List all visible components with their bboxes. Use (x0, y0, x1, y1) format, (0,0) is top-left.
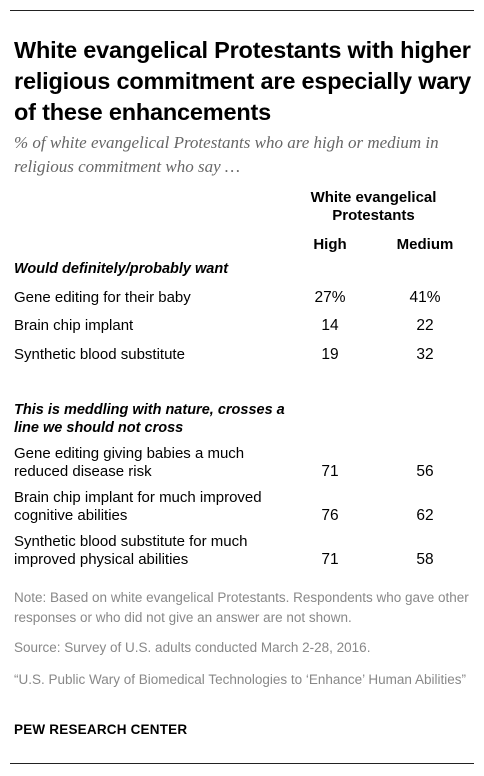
value-high: 71 (321, 463, 339, 480)
value-medium: 56 (416, 463, 434, 480)
chart-subtitle: % of white evangelical Protestants who a… (14, 133, 439, 176)
row-label: Synthetic blood substitute for much impr… (14, 533, 248, 568)
section-label-want: Would definitely/probably want (14, 261, 229, 277)
value-medium: 58 (416, 551, 434, 568)
row-label: Brain chip implant for much improved cog… (14, 489, 262, 524)
note: Note: Based on white evangelical Protest… (14, 590, 469, 625)
value-high: 27% (314, 289, 346, 306)
row-label: Gene editing giving babies a much reduce… (14, 445, 245, 480)
brand-logo-text: PEW RESEARCH CENTER (14, 722, 188, 737)
row-label: Brain chip implant (14, 317, 134, 334)
value-high: 76 (321, 507, 339, 524)
value-medium: 32 (416, 346, 434, 363)
value-high: 71 (321, 551, 339, 568)
section-label-meddling: This is meddling with nature, crosses a … (14, 402, 285, 436)
value-medium: 22 (416, 317, 434, 334)
row-label: Gene editing for their baby (14, 289, 191, 306)
chart-title: White evangelical Protestants with highe… (14, 37, 471, 125)
bottom-rule (10, 763, 474, 764)
value-high: 19 (321, 346, 339, 363)
top-rule (10, 10, 474, 11)
value-medium: 41% (409, 289, 441, 306)
report-title: “U.S. Public Wary of Biomedical Technolo… (14, 672, 466, 687)
value-high: 14 (321, 317, 339, 334)
row-label: Synthetic blood substitute (14, 346, 185, 363)
group-header: White evangelical Protestants (310, 189, 437, 224)
source: Source: Survey of U.S. adults conducted … (14, 640, 371, 655)
column-header-medium: Medium (396, 236, 454, 253)
column-header-high: High (313, 236, 347, 253)
value-medium: 62 (416, 507, 434, 524)
